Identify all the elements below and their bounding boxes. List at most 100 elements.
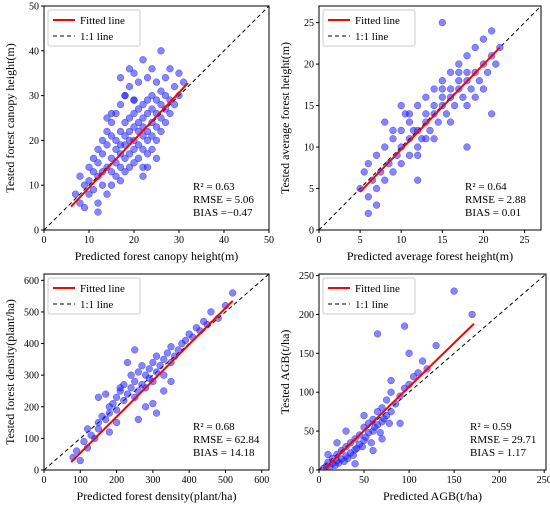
scatter-point xyxy=(488,110,496,118)
scatter-point xyxy=(139,172,147,180)
legend: Fitted line 1:1 line xyxy=(322,9,416,47)
scatter-point xyxy=(397,101,405,110)
scatter-point xyxy=(471,43,479,52)
scatter-point xyxy=(175,69,183,77)
scatter-point xyxy=(471,93,479,101)
scatter-point xyxy=(378,404,386,412)
scatter-point xyxy=(160,355,168,364)
y-tick-label: 20 xyxy=(304,60,314,71)
scatter-point xyxy=(71,190,80,198)
scatter-point xyxy=(360,168,368,176)
scatter-point xyxy=(203,320,211,329)
scatter-point xyxy=(94,208,102,216)
scatter-point xyxy=(387,376,395,385)
scatter-point xyxy=(125,150,134,158)
y-tick-label: 200 xyxy=(24,402,39,413)
scatter-point xyxy=(112,393,121,401)
scatter-point xyxy=(139,132,147,140)
legend-fitted-label: Fitted line xyxy=(80,283,125,295)
scatter-point xyxy=(134,368,143,376)
scatter-point xyxy=(116,74,125,82)
legend: Fitted line 1:1 line xyxy=(322,277,416,315)
scatter-point xyxy=(174,346,182,354)
fitted-line xyxy=(70,82,189,208)
scatter-point xyxy=(149,399,157,408)
y-tick-label: 10 xyxy=(304,143,314,154)
scatter-point xyxy=(125,163,134,171)
scatter-point xyxy=(463,143,471,151)
scatter-point xyxy=(89,168,98,176)
scatter-point xyxy=(492,60,500,68)
x-axis-label: Predicted forest density(plant/ha) xyxy=(77,489,237,503)
y-tick-label: 15 xyxy=(304,101,314,112)
scatter-point xyxy=(143,109,152,118)
x-tick-label: 250 xyxy=(537,475,550,486)
x-tick-label: 40 xyxy=(219,235,229,246)
stat-text: RMSE = 5.06 xyxy=(193,194,254,206)
scatter-point xyxy=(80,203,89,212)
scatter-point xyxy=(207,308,215,316)
scatter-point xyxy=(139,100,147,109)
scatter-point xyxy=(438,77,446,85)
scatter-point xyxy=(157,100,165,109)
x-tick-label: 10 xyxy=(84,235,94,246)
scatter-point xyxy=(131,346,139,354)
scatter-point xyxy=(139,145,147,154)
scatter-point xyxy=(167,377,175,386)
scatter-point xyxy=(102,415,110,424)
x-tick-label: 150 xyxy=(447,475,462,486)
x-tick-label: 0 xyxy=(42,475,47,486)
scatter-point xyxy=(382,396,391,404)
y-tick-label: 100 xyxy=(24,434,39,445)
scatter-point xyxy=(103,190,111,198)
y-tick-label: 30 xyxy=(29,91,39,102)
scatter-point xyxy=(360,411,368,420)
scatter-point xyxy=(387,408,395,416)
scatter-point xyxy=(364,193,372,201)
scatter-point xyxy=(98,150,107,158)
y-tick-label: 10 xyxy=(29,181,39,192)
stat-text: BIAS = 14.18 xyxy=(193,447,255,459)
stat-text: RMSE = 62.84 xyxy=(193,434,260,446)
stat-text: R² = 0.59 xyxy=(470,421,512,433)
scatter-point xyxy=(112,406,121,414)
scatter-point xyxy=(434,118,442,126)
scatter-point xyxy=(102,390,110,398)
scatter-point xyxy=(85,177,93,185)
x-axis-label: Predicted AGB(t/ha) xyxy=(383,489,482,503)
scatter-point xyxy=(89,154,98,162)
scatter-point xyxy=(127,371,135,379)
one-to-one-line xyxy=(319,6,541,230)
scatter-point xyxy=(157,127,165,136)
scatter-point xyxy=(143,136,152,145)
scatter-point xyxy=(125,114,134,122)
scatter-point xyxy=(157,114,165,122)
scatter-point xyxy=(157,87,165,95)
scatter-point xyxy=(430,110,438,118)
scatter-point xyxy=(143,150,152,158)
scatter-point xyxy=(166,65,174,73)
x-tick-label: 30 xyxy=(174,235,184,246)
x-axis-label: Predicted average forest height(m) xyxy=(347,249,513,263)
y-tick-label: 5 xyxy=(309,184,314,195)
panel-average-height: 0 5 10 15 20 25 0 5 10 15 20 25 Predicted average fo… xyxy=(278,5,542,263)
fitted-line xyxy=(322,323,475,470)
stat-text: BIAS = 1.17 xyxy=(470,447,527,459)
x-tick-label: 50 xyxy=(264,235,274,246)
scatter-point xyxy=(393,151,401,159)
scatter-point xyxy=(455,68,463,77)
scatter-point xyxy=(123,390,132,398)
fitted-line xyxy=(359,46,501,193)
stat-text: R² = 0.64 xyxy=(465,181,507,193)
scatter-point xyxy=(442,110,451,118)
scatter-point xyxy=(116,163,125,171)
scatter-point xyxy=(372,184,381,193)
stat-text: BIAS = 0.01 xyxy=(465,207,521,219)
scatter-point xyxy=(103,114,111,122)
scatter-point xyxy=(134,78,143,86)
x-tick-label: 5 xyxy=(358,235,363,246)
scatter-point xyxy=(152,409,161,417)
scatter-point xyxy=(138,362,146,370)
scatter-point xyxy=(367,439,375,447)
